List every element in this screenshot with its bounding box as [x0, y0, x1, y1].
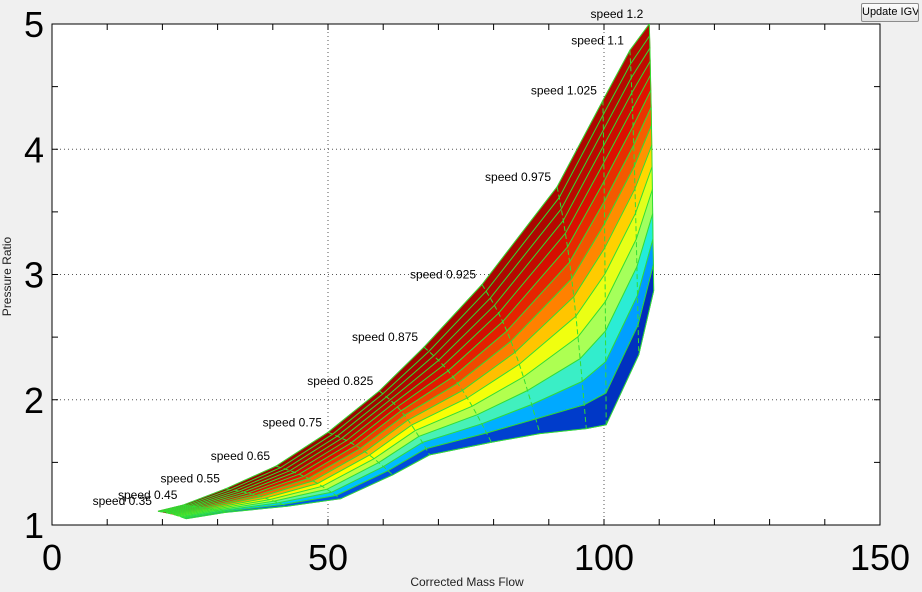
y-axis-label: Pressure Ratio	[0, 236, 14, 316]
x-axis-label: Corrected Mass Flow	[410, 575, 524, 589]
beta-line	[161, 47, 651, 513]
beta-line	[165, 74, 651, 514]
beta-line	[159, 35, 651, 513]
update-igv-button[interactable]: Update IGV	[861, 3, 919, 22]
y-tick-label: 4	[24, 129, 44, 170]
x-tick-label: 100	[574, 537, 634, 578]
beta-line	[182, 238, 654, 518]
speed-label: speed 1.1	[571, 33, 624, 47]
speed-label: speed 0.925	[410, 268, 476, 282]
beta-line	[169, 106, 652, 515]
beta-line	[180, 213, 654, 518]
speed-label: speed 0.75	[263, 415, 323, 429]
speed-label: speed 1.025	[531, 83, 597, 97]
beta-line	[167, 90, 652, 514]
beta-line	[174, 145, 653, 516]
speed-label: speed 0.875	[352, 330, 418, 344]
y-tick-label: 3	[24, 255, 44, 296]
y-tick-label: 5	[24, 4, 44, 45]
speed-label: speed 0.35	[93, 494, 153, 508]
x-tick-label: 150	[850, 537, 910, 578]
speed-label: speed 0.975	[485, 170, 551, 184]
speed-label: speed 0.55	[160, 472, 220, 486]
beta-line	[157, 24, 650, 512]
beta-line	[186, 290, 655, 520]
beta-line	[176, 166, 653, 516]
y-tick-label: 1	[24, 505, 44, 546]
y-tick-label: 2	[24, 380, 44, 421]
x-tick-label: 0	[42, 537, 62, 578]
beta-line	[178, 189, 653, 517]
speed-label: speed 1.2	[591, 7, 644, 21]
beta-line	[184, 264, 654, 519]
speed-line	[481, 284, 541, 434]
speed-label: speed 0.825	[307, 374, 373, 388]
beta-line	[172, 125, 652, 515]
axis-ticks: 0 50 100 150 1 2 3 4 5	[24, 4, 910, 578]
speed-line	[556, 186, 587, 429]
x-tick-label: 50	[308, 537, 348, 578]
speed-lines	[157, 24, 655, 520]
speed-label: speed 0.45	[118, 488, 178, 502]
speed-label: speed 0.65	[211, 449, 271, 463]
speed-line	[225, 488, 288, 507]
beta-line	[163, 60, 651, 513]
